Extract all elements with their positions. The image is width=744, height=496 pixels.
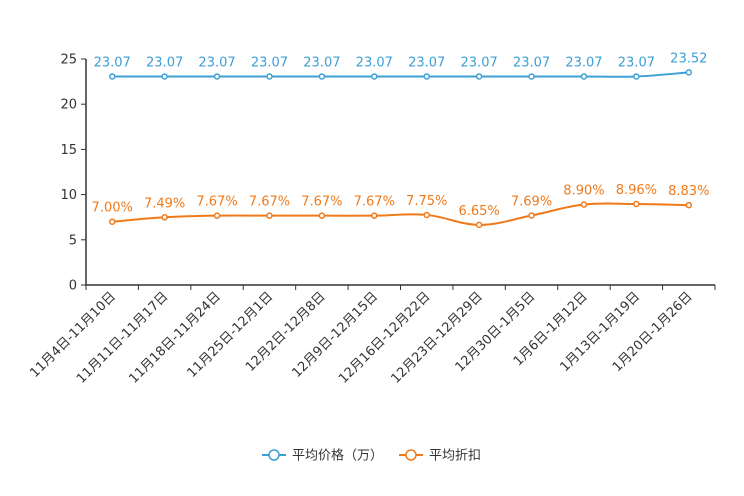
data-point[interactable]: [108, 73, 116, 80]
data-label: 7.00%: [92, 201, 133, 216]
data-label: 23.07: [408, 55, 445, 70]
data-label: 23.07: [251, 55, 288, 70]
data-label: 23.07: [618, 55, 655, 70]
y-tick-label: 10: [60, 188, 77, 203]
data-point[interactable]: [161, 73, 168, 80]
data-label: 7.67%: [196, 195, 237, 210]
data-point[interactable]: [685, 201, 693, 209]
series-line: [112, 71, 689, 78]
data-point[interactable]: [528, 73, 535, 80]
x-tick-label: 11月4日-11月10日: [27, 289, 119, 381]
series-line: [112, 202, 689, 226]
data-point[interactable]: [371, 73, 378, 80]
x-tick-label: 12月16日-12月22日: [336, 289, 433, 386]
data-label: 7.75%: [406, 194, 447, 209]
data-label: 23.07: [198, 55, 235, 70]
data-point[interactable]: [475, 221, 483, 229]
y-tick-label: 20: [60, 98, 77, 113]
data-point[interactable]: [580, 201, 588, 208]
data-point[interactable]: [318, 73, 326, 80]
data-label: 7.49%: [144, 196, 185, 211]
legend-item-2[interactable]: 平均折扣: [399, 449, 481, 464]
data-point[interactable]: [685, 69, 693, 76]
data-label: 6.65%: [458, 204, 499, 219]
data-point[interactable]: [528, 212, 535, 219]
y-tick-label: 5: [69, 233, 77, 248]
data-point[interactable]: [423, 73, 430, 80]
data-point[interactable]: [161, 214, 168, 221]
data-point[interactable]: [633, 200, 640, 208]
data-point[interactable]: [266, 212, 273, 219]
legend-marker-icon: [268, 449, 280, 461]
data-label: 23.07: [303, 55, 340, 70]
data-label: 23.07: [565, 55, 602, 70]
data-label: 23.07: [513, 55, 550, 70]
data-point[interactable]: [266, 73, 273, 80]
x-tick-label: 11月18日-11月24日: [126, 289, 223, 386]
series-layer: 23.07 23.07 23.07 23.07 23.07 23.07 23.07 23.07…: [92, 51, 709, 229]
data-point[interactable]: [318, 212, 326, 219]
data-point[interactable]: [423, 211, 430, 219]
data-point[interactable]: [213, 73, 221, 80]
x-tick-label: 11月11日-11月17日: [74, 289, 171, 386]
y-tick-label: 15: [60, 143, 77, 158]
legend-label: 平均折扣: [429, 449, 481, 464]
data-label: 23.07: [356, 55, 393, 70]
data-label: 7.67%: [301, 195, 342, 210]
data-label: 8.90%: [563, 184, 604, 199]
data-point[interactable]: [633, 73, 640, 80]
y-tick-label: 25: [60, 53, 77, 68]
data-label: 8.83%: [668, 184, 709, 199]
data-label: 23.52: [670, 51, 707, 66]
legend-marker-icon: [405, 449, 417, 461]
data-label: 23.07: [146, 55, 183, 70]
data-point[interactable]: [213, 212, 221, 219]
data-label: 7.67%: [354, 195, 395, 210]
series-2: 7.00% 7.49% 7.67% 7.67% 7.67% 7.67% 7.75% 6.65%…: [92, 183, 709, 229]
data-label: 8.96%: [616, 183, 657, 198]
series-1: 23.07 23.07 23.07 23.07 23.07 23.07 23.07 23.07…: [94, 51, 707, 80]
data-label: 23.07: [461, 55, 498, 70]
data-point[interactable]: [108, 218, 116, 225]
data-label: 7.67%: [249, 195, 290, 210]
legend-item-1[interactable]: 平均价格（万）: [262, 448, 383, 464]
data-point[interactable]: [475, 73, 483, 80]
legend-label: 平均价格（万）: [292, 448, 383, 464]
y-tick-label: 0: [69, 279, 77, 294]
data-label: 23.07: [94, 55, 131, 70]
legend[interactable]: 平均价格（万） 平均折扣: [262, 448, 481, 464]
data-label: 7.69%: [511, 194, 552, 209]
x-axis: 11月4日-11月10日11月11日-11月17日11月18日-11月24日11…: [27, 284, 716, 387]
y-axis: 0 5 10 15 20 25: [60, 53, 87, 294]
data-point[interactable]: [371, 212, 378, 219]
data-point[interactable]: [580, 73, 588, 80]
x-tick-label: 12月23日-12月29日: [388, 289, 485, 386]
